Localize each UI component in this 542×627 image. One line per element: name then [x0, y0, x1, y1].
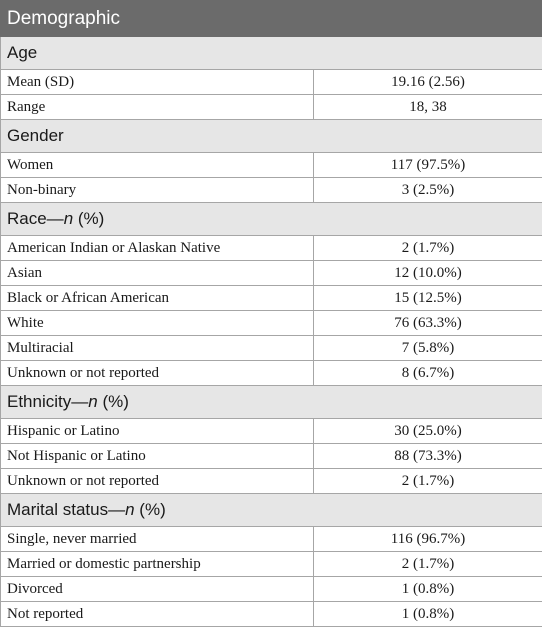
row-value: 2 (1.7%) [314, 236, 542, 261]
section-title-italic: n [64, 209, 73, 228]
section-title-italic: n [88, 392, 97, 411]
row-label: Not Hispanic or Latino [1, 444, 314, 469]
row-value: 12 (10.0%) [314, 261, 542, 286]
row-label: Single, never married [1, 527, 314, 552]
row-value: 2 (1.7%) [314, 552, 542, 577]
row-value: 3 (2.5%) [314, 178, 542, 203]
row-label: Mean (SD) [1, 70, 314, 95]
row-value: 8 (6.7%) [314, 361, 542, 386]
row-value: 88 (73.3%) [314, 444, 542, 469]
row-label: Hispanic or Latino [1, 419, 314, 444]
row-value: 76 (63.3%) [314, 311, 542, 336]
row-value: 116 (96.7%) [314, 527, 542, 552]
row-value: 19.16 (2.56) [314, 70, 542, 95]
section-title-suffix: (%) [135, 500, 166, 519]
row-label: Black or African American [1, 286, 314, 311]
row-label: Multiracial [1, 336, 314, 361]
row-value: 1 (0.8%) [314, 602, 542, 627]
table-header: Demographic [1, 1, 542, 37]
section-title-text: Gender [7, 126, 64, 145]
row-value: 117 (97.5%) [314, 153, 542, 178]
section-title-text: Age [7, 43, 37, 62]
row-label: Women [1, 153, 314, 178]
row-label: American Indian or Alaskan Native [1, 236, 314, 261]
table-header-row: Demographic [1, 1, 542, 37]
section-title: Race—n (%) [1, 203, 542, 236]
section-title-text: Race— [7, 209, 64, 228]
row-label: Non-binary [1, 178, 314, 203]
row-label: Unknown or not reported [1, 361, 314, 386]
table-row: Mean (SD)19.16 (2.56) [1, 70, 542, 95]
row-label: Unknown or not reported [1, 469, 314, 494]
section-row: Marital status—n (%) [1, 494, 542, 527]
row-value: 18, 38 [314, 95, 542, 120]
section-title: Ethnicity—n (%) [1, 386, 542, 419]
section-row: Gender [1, 120, 542, 153]
section-title-suffix: (%) [73, 209, 104, 228]
row-value: 15 (12.5%) [314, 286, 542, 311]
section-row: Race—n (%) [1, 203, 542, 236]
row-value: 7 (5.8%) [314, 336, 542, 361]
section-title: Marital status—n (%) [1, 494, 542, 527]
row-label: Not reported [1, 602, 314, 627]
row-label: Asian [1, 261, 314, 286]
row-label: Married or domestic partnership [1, 552, 314, 577]
row-label: Divorced [1, 577, 314, 602]
section-title: Age [1, 37, 542, 70]
section-row: Age [1, 37, 542, 70]
section-title-text: Marital status— [7, 500, 125, 519]
row-value: 30 (25.0%) [314, 419, 542, 444]
row-label: Range [1, 95, 314, 120]
section-row: Ethnicity—n (%) [1, 386, 542, 419]
section-title-text: Ethnicity— [7, 392, 88, 411]
section-title: Gender [1, 120, 542, 153]
row-value: 1 (0.8%) [314, 577, 542, 602]
row-label: White [1, 311, 314, 336]
section-title-suffix: (%) [98, 392, 129, 411]
row-value: 2 (1.7%) [314, 469, 542, 494]
section-title-italic: n [125, 500, 134, 519]
